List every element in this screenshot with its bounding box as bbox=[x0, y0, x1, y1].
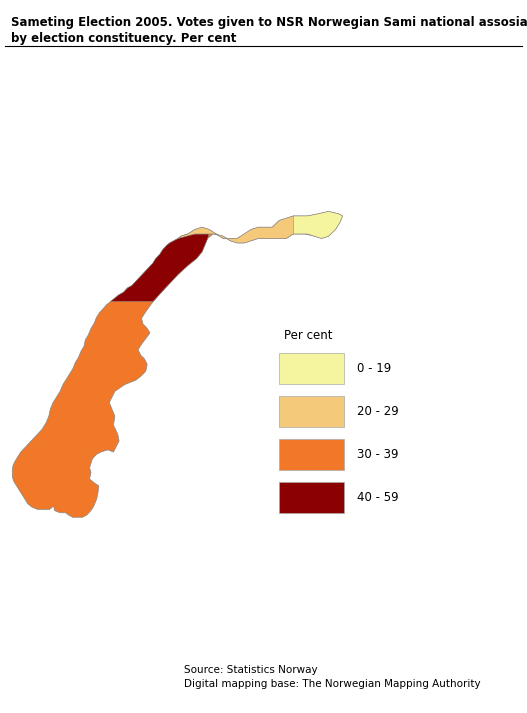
Text: 20 - 29: 20 - 29 bbox=[357, 405, 399, 419]
Bar bbox=[279, 439, 345, 470]
Text: Per cent: Per cent bbox=[284, 329, 332, 342]
Text: Digital mapping base: The Norwegian Mapping Authority: Digital mapping base: The Norwegian Mapp… bbox=[184, 679, 481, 689]
Polygon shape bbox=[111, 234, 209, 302]
Text: 30 - 39: 30 - 39 bbox=[357, 448, 398, 461]
Text: 0 - 19: 0 - 19 bbox=[357, 362, 392, 375]
Text: by election constituency. Per cent: by election constituency. Per cent bbox=[11, 32, 236, 45]
Bar bbox=[279, 482, 345, 513]
Text: Sameting Election 2005. Votes given to NSR Norwegian Sami national assosiation,: Sameting Election 2005. Votes given to N… bbox=[11, 16, 527, 29]
Text: 40 - 59: 40 - 59 bbox=[357, 491, 399, 504]
Bar bbox=[279, 353, 345, 384]
Bar bbox=[279, 396, 345, 427]
Polygon shape bbox=[294, 212, 343, 238]
Text: Source: Statistics Norway: Source: Statistics Norway bbox=[184, 665, 318, 675]
Polygon shape bbox=[178, 216, 307, 243]
Polygon shape bbox=[12, 212, 343, 517]
